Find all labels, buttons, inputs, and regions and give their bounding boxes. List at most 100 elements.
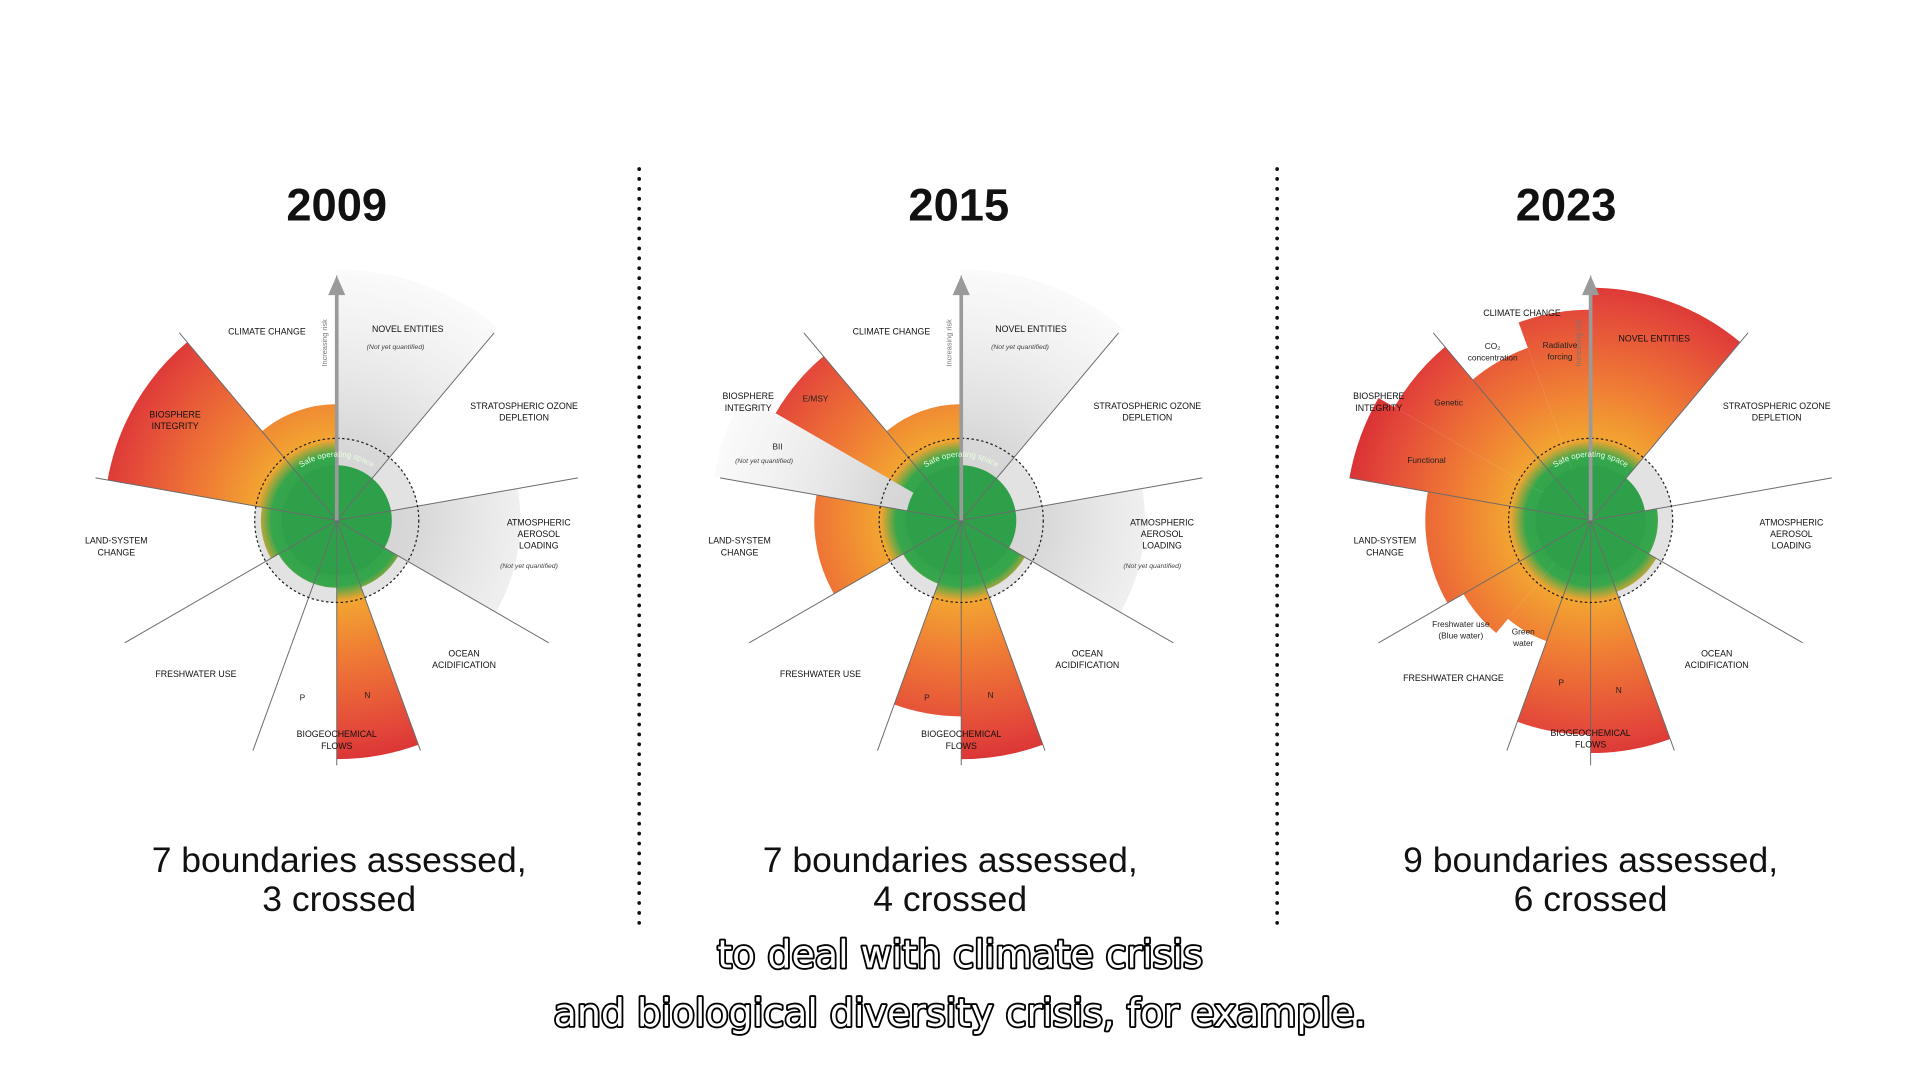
- boundary-label: DEPLETION: [1752, 413, 1802, 423]
- boundary-label: LAND-SYSTEM: [85, 536, 148, 546]
- risk-label: Increasing risk: [320, 319, 329, 367]
- boundary-label: CHANGE: [98, 547, 136, 557]
- boundary-label: ATMOSPHERIC: [507, 517, 572, 527]
- component-label: P: [300, 692, 306, 702]
- boundary-label: LAND-SYSTEM: [708, 536, 771, 546]
- boundary-label: ACIDIFICATION: [432, 660, 496, 670]
- boundary-label: DEPLETION: [1122, 413, 1172, 423]
- boundary-label: OCEAN: [448, 648, 479, 658]
- safe-boundary: [1507, 437, 1674, 604]
- caption: 4 crossed: [873, 879, 1027, 919]
- component-label: Freshwater use: [1432, 619, 1490, 629]
- spoke: [124, 519, 337, 644]
- boundary-label: NOVEL ENTITIES: [372, 324, 444, 334]
- spoke: [178, 332, 338, 521]
- boundary-label: OCEAN: [1701, 648, 1732, 658]
- boundary-label: ATMOSPHERIC: [1759, 517, 1824, 527]
- boundary-label: FRESHWATER USE: [155, 669, 236, 679]
- boundary-wedge: [1590, 287, 1741, 521]
- boundary-label: AEROSOL: [518, 529, 561, 539]
- boundary-label: ACIDIFICATION: [1055, 660, 1119, 670]
- boundary-label: BIOSPHERE: [1353, 391, 1404, 401]
- spoke: [960, 520, 1046, 751]
- risk-label: Increasing risk: [1574, 319, 1583, 367]
- boundary-wedge: [1518, 309, 1591, 521]
- component-label: Functional: [1407, 455, 1446, 465]
- component-label: Radiative: [1543, 340, 1578, 350]
- component-label: E/MSY: [803, 394, 829, 404]
- component-label: N: [364, 690, 370, 700]
- boundary-wedge: [1394, 346, 1591, 521]
- spoke: [1506, 520, 1592, 751]
- note-label: (Not yet quantified): [1123, 563, 1181, 570]
- spoke: [252, 520, 338, 751]
- spoke: [719, 477, 962, 521]
- spoke: [1590, 520, 1675, 751]
- note-label: (Not yet quantified): [991, 344, 1049, 351]
- panel-title: 2023: [1516, 179, 1617, 230]
- component-label: P: [924, 692, 930, 702]
- boundary-label: NOVEL ENTITIES: [1619, 334, 1691, 344]
- boundary-label: FLOWS: [946, 741, 977, 751]
- spoke: [1349, 477, 1591, 521]
- subtitle: to deal with climate crisis: [717, 932, 1202, 976]
- boundary-label: LOADING: [1772, 541, 1812, 551]
- safe-boundary: [878, 437, 1044, 604]
- spoke: [961, 477, 1203, 521]
- boundary-label: ACIDIFICATION: [1685, 660, 1749, 670]
- boundary-wedge: [336, 520, 419, 760]
- component-label: N: [988, 690, 994, 700]
- subtitle: and biological diversity crisis, for exa…: [554, 991, 1367, 1035]
- component-label: (Blue water): [1438, 631, 1483, 641]
- boundary-label: BIOSPHERE: [149, 410, 200, 420]
- boundary-label: INTEGRITY: [152, 421, 199, 431]
- boundary-label: STRATOSPHERIC OZONE: [1723, 401, 1831, 411]
- boundary-label: OCEAN: [1072, 648, 1103, 658]
- component-label: BII: [772, 441, 782, 451]
- boundary-label: STRATOSPHERIC OZONE: [1093, 401, 1201, 411]
- risk-arrowhead: [328, 275, 346, 296]
- boundary-label: CLIMATE CHANGE: [228, 326, 306, 336]
- boundary-label: ATMOSPHERIC: [1130, 517, 1195, 527]
- boundary-label: FRESHWATER USE: [780, 669, 861, 679]
- boundary-label: NOVEL ENTITIES: [995, 324, 1067, 334]
- boundary-label: FLOWS: [1575, 740, 1606, 750]
- caption: 7 boundaries assessed,: [152, 840, 527, 880]
- caption: 9 boundaries assessed,: [1403, 840, 1778, 880]
- spoke: [1378, 519, 1591, 644]
- boundary-label: DEPLETION: [499, 413, 549, 423]
- boundary-label: INTEGRITY: [1355, 403, 1402, 413]
- caption: 6 crossed: [1514, 879, 1668, 919]
- boundary-label: FLOWS: [321, 741, 352, 751]
- boundary-label: AEROSOL: [1141, 529, 1184, 539]
- spoke: [336, 477, 578, 521]
- spoke: [336, 332, 495, 521]
- note-label: (Not yet quantified): [367, 344, 425, 351]
- spoke: [336, 520, 421, 751]
- boundary-label: LOADING: [519, 541, 559, 551]
- component-label: CO₂: [1485, 341, 1501, 351]
- boundary-label: CHANGE: [1366, 547, 1404, 557]
- note-label: (Not yet quantified): [500, 563, 558, 570]
- component-label: water: [1512, 638, 1534, 648]
- boundary-wedge: [107, 342, 337, 521]
- boundary-label: BIOGEOCHEMICAL: [1551, 728, 1631, 738]
- boundary-wedge: [1590, 520, 1671, 754]
- risk-arrowhead: [1582, 275, 1600, 296]
- boundary-wedge: [1517, 520, 1591, 735]
- boundary-wedge: [1349, 397, 1591, 521]
- boundary-label: LAND-SYSTEM: [1354, 536, 1417, 546]
- component-label: Green: [1512, 626, 1535, 636]
- boundary-label: AEROSOL: [1770, 529, 1813, 539]
- spoke: [1590, 332, 1749, 521]
- boundary-label: FRESHWATER CHANGE: [1403, 673, 1504, 683]
- safe-boundary: [254, 437, 420, 604]
- boundary-label: BIOGEOCHEMICAL: [921, 729, 1001, 739]
- component-label: P: [1558, 678, 1564, 688]
- risk-arrowhead: [952, 275, 970, 296]
- caption: 3 crossed: [262, 879, 416, 919]
